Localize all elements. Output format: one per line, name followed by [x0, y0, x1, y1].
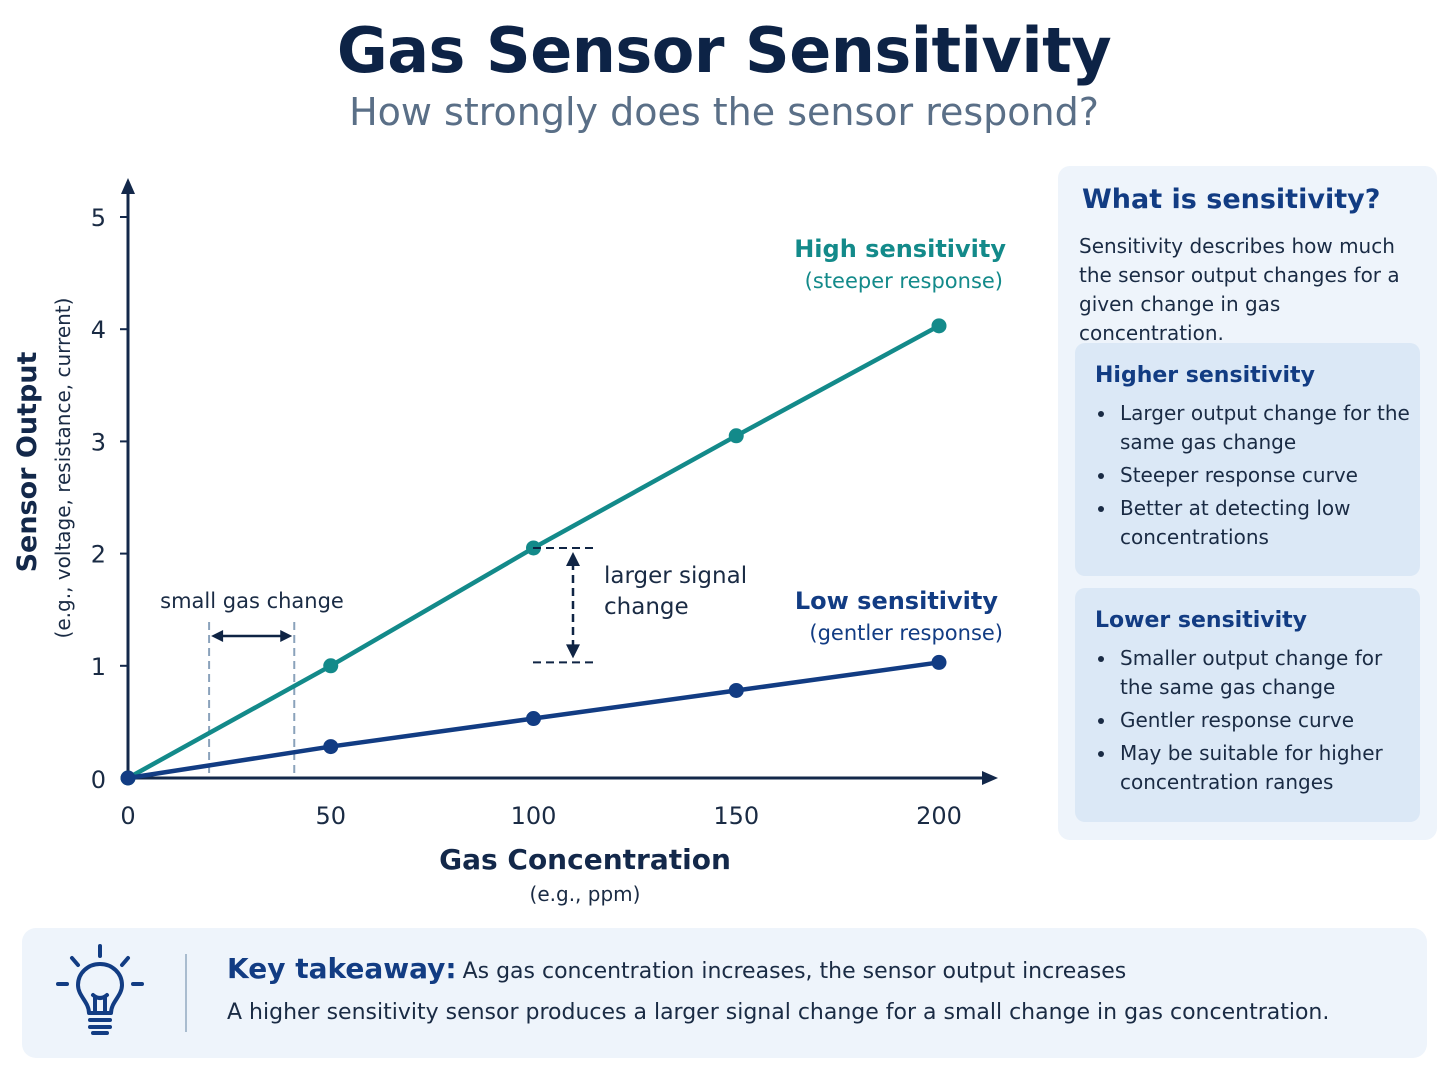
- high-sensitivity-label: High sensitivity: [794, 235, 1006, 263]
- gas-change-arrowhead-right: [280, 630, 293, 642]
- higher-sensitivity-card: Higher sensitivity Larger output change …: [1075, 343, 1420, 576]
- takeaway-label: Key takeaway:: [227, 952, 457, 985]
- gas-change-arrowhead-left: [211, 630, 224, 642]
- page-subtitle: How strongly does the sensor respond?: [349, 90, 1099, 134]
- x-tick-label: 50: [315, 802, 346, 830]
- higher-sensitivity-list: Larger output change for the same gas ch…: [1075, 399, 1420, 556]
- lightbulb-icon: [56, 944, 144, 1035]
- page-title: Gas Sensor Sensitivity: [336, 14, 1112, 87]
- low-sensitivity-point: [120, 770, 136, 786]
- takeaway-text-1: As gas concentration increases, the sens…: [462, 959, 1127, 984]
- info-text: Sensitivity describes how much the senso…: [1079, 234, 1400, 345]
- lower-sensitivity-card: Lower sensitivity Smaller output change …: [1075, 588, 1420, 822]
- y-axis-arrow: [121, 178, 135, 194]
- low-sensitivity-point: [931, 654, 947, 670]
- low-sensitivity-note: (gentler response): [809, 621, 1003, 645]
- y-tick-label: 4: [91, 316, 106, 344]
- higher-sensitivity-title: Higher sensitivity: [1095, 363, 1315, 388]
- lower-sensitivity-title: Lower sensitivity: [1095, 608, 1307, 633]
- list-item: Smaller output change for the same gas c…: [1075, 644, 1420, 702]
- x-tick-label: 150: [713, 802, 759, 830]
- x-tick-label: 100: [511, 802, 557, 830]
- x-tick-label: 0: [120, 802, 135, 830]
- takeaway-line-1: Key takeaway: As gas concentration increa…: [227, 952, 1126, 985]
- list-item: May be suitable for higher concentration…: [1075, 739, 1420, 797]
- signal-change-arrowhead-bottom: [566, 644, 580, 659]
- high-sensitivity-note: (steeper response): [805, 269, 1003, 293]
- takeaway-divider: [185, 954, 187, 1032]
- y-axis-subtitle: (e.g., voltage, resistance, current): [51, 298, 75, 639]
- signal-change-arrowhead-top: [566, 551, 580, 566]
- y-tick-label: 1: [91, 653, 106, 681]
- y-tick-label: 3: [91, 428, 106, 456]
- list-item: Better at detecting low concentrations: [1075, 494, 1420, 552]
- x-axis-subtitle: (e.g., ppm): [530, 882, 641, 906]
- y-tick-label: 0: [91, 766, 106, 794]
- y-tick-label: 5: [91, 204, 106, 232]
- takeaway-box: Key takeaway: As gas concentration increa…: [22, 928, 1427, 1058]
- x-axis-title: Gas Concentration: [439, 843, 731, 876]
- gas-change-label: small gas change: [160, 589, 344, 613]
- x-axis-arrow: [982, 771, 998, 785]
- low-sensitivity-point: [323, 739, 339, 755]
- list-item: Gentler response curve: [1075, 706, 1420, 735]
- lower-sensitivity-list: Smaller output change for the same gas c…: [1075, 644, 1420, 801]
- x-tick-label: 200: [916, 802, 962, 830]
- signal-change-label-2: change: [604, 594, 689, 620]
- high-sensitivity-point: [323, 658, 339, 674]
- list-item: Steeper response curve: [1075, 461, 1420, 490]
- info-title: What is sensitivity?: [1082, 184, 1381, 215]
- high-sensitivity-point: [931, 318, 947, 334]
- list-item: Larger output change for the same gas ch…: [1075, 399, 1420, 457]
- y-axis-title: Sensor Output: [12, 351, 43, 572]
- takeaway-text-2: A higher sensitivity sensor produces a l…: [227, 1000, 1330, 1025]
- low-sensitivity-point: [728, 682, 744, 698]
- info-panel: What is sensitivity? Sensitivity describ…: [1058, 166, 1437, 840]
- high-sensitivity-point: [728, 428, 744, 444]
- low-sensitivity-point: [526, 711, 541, 727]
- signal-change-label-1: larger signal: [604, 563, 747, 589]
- y-tick-label: 2: [91, 541, 106, 569]
- low-sensitivity-label: Low sensitivity: [795, 587, 999, 615]
